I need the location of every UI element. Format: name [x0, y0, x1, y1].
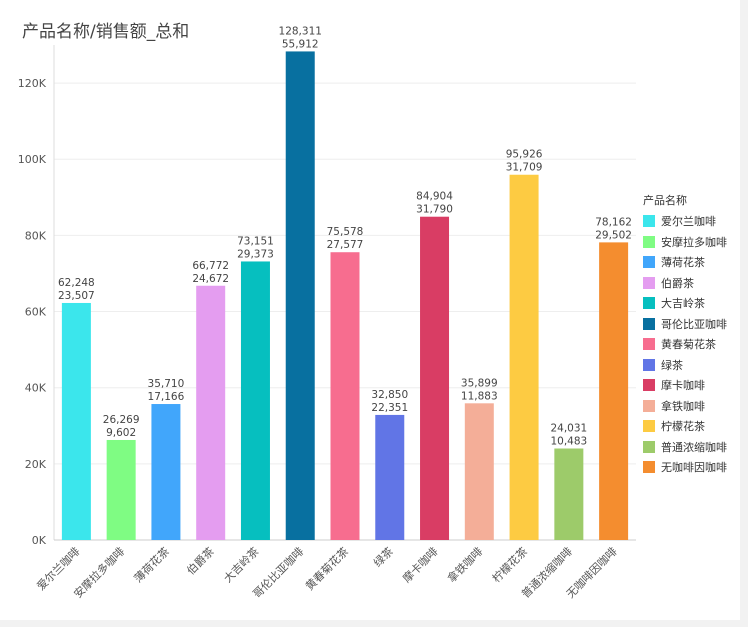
- chart-panel: 产品名称/销售额_总和 0K 20K 40K 60K 80K 100K 120K 62,248…: [0, 0, 740, 620]
- x-tick-label: 绿茶: [370, 544, 395, 569]
- data-label: 62,248: [58, 277, 95, 289]
- bar: [61, 302, 91, 540]
- bar: [285, 51, 315, 541]
- legend-item[interactable]: 无咖啡因咖啡: [643, 457, 727, 478]
- x-tick-label: 大吉岭茶: [221, 544, 262, 585]
- legend-item[interactable]: 爱尔兰咖啡: [643, 211, 727, 232]
- x-tick-label: 爱尔兰咖啡: [34, 544, 83, 593]
- legend-swatch: [643, 256, 655, 269]
- chart-legend: 产品名称 爱尔兰咖啡安摩拉多咖啡 薄荷花茶伯爵茶大吉岭茶哥伦比亚咖啡 黄春菊花茶绿茶…: [643, 192, 727, 478]
- data-label-secondary: 55,912: [282, 38, 319, 50]
- y-tick-label: 120K: [18, 77, 47, 90]
- bar: [375, 414, 405, 540]
- legend-label: 绿茶: [661, 358, 683, 372]
- bar: [464, 403, 494, 540]
- data-label: 35,899: [461, 377, 498, 389]
- legend-swatch: [643, 317, 655, 330]
- legend-item[interactable]: 大吉岭茶: [643, 293, 727, 314]
- legend-item[interactable]: 柠檬花茶: [643, 416, 727, 437]
- bar: [151, 404, 181, 540]
- legend-swatch: [643, 399, 655, 412]
- data-label: 35,710: [148, 378, 185, 390]
- data-label-secondary: 17,166: [148, 391, 185, 403]
- legend-swatch: [643, 440, 655, 453]
- y-tick-label: 0K: [32, 534, 47, 547]
- legend-label: 伯爵茶: [661, 276, 694, 290]
- data-label: 24,031: [550, 422, 587, 434]
- legend-swatch: [643, 338, 655, 351]
- y-tick-label: 40K: [25, 382, 47, 395]
- data-label-secondary: 23,507: [58, 290, 95, 302]
- data-label: 128,311: [279, 25, 322, 37]
- data-label-secondary: 27,577: [327, 239, 364, 251]
- data-label: 84,904: [416, 191, 453, 203]
- legend-swatch: [643, 420, 655, 433]
- legend-title: 产品名称: [643, 194, 687, 207]
- legend-label: 安摩拉多咖啡: [661, 235, 727, 249]
- legend-swatch: [643, 379, 655, 392]
- data-label-secondary: 31,790: [416, 204, 453, 216]
- data-label: 95,926: [506, 149, 543, 161]
- legend-swatch: [643, 358, 655, 371]
- legend-label: 爱尔兰咖啡: [661, 215, 716, 229]
- bar: [599, 242, 629, 540]
- data-label-secondary: 29,373: [237, 248, 274, 260]
- data-label-secondary: 22,351: [371, 402, 408, 414]
- data-label: 78,162: [595, 216, 632, 228]
- bar: [106, 439, 136, 540]
- legend-swatch: [643, 276, 655, 289]
- bar: [240, 261, 270, 540]
- x-tick-label: 摩卡咖啡: [400, 544, 441, 585]
- legend-swatch: [643, 461, 655, 474]
- chart-title: 产品名称/销售额_总和: [22, 22, 190, 42]
- legend-item[interactable]: 普通浓缩咖啡: [643, 437, 727, 458]
- legend-swatch: [643, 215, 655, 228]
- data-label-secondary: 9,602: [106, 427, 136, 439]
- data-label: 73,151: [237, 235, 274, 247]
- legend-label: 柠檬花茶: [661, 420, 705, 434]
- x-tick-label: 薄荷花茶: [131, 544, 172, 585]
- x-tick-label: 拿铁咖啡: [444, 544, 485, 585]
- legend-label: 拿铁咖啡: [661, 399, 705, 413]
- data-label: 32,850: [371, 389, 408, 401]
- x-tick-label: 伯爵茶: [184, 544, 217, 577]
- y-tick-label: 100K: [18, 153, 47, 166]
- data-label-secondary: 10,483: [550, 435, 587, 447]
- y-tick-label: 20K: [25, 458, 47, 471]
- bar: [196, 285, 226, 540]
- legend-swatch: [643, 297, 655, 310]
- data-label-secondary: 31,709: [506, 162, 543, 174]
- legend-item[interactable]: 绿茶: [643, 355, 727, 376]
- data-label-secondary: 11,883: [461, 390, 498, 402]
- y-tick-label: 80K: [25, 229, 47, 242]
- legend-swatch: [643, 235, 655, 248]
- legend-label: 摩卡咖啡: [661, 379, 705, 393]
- legend-item[interactable]: 安摩拉多咖啡: [643, 232, 727, 253]
- bar: [330, 252, 360, 540]
- data-label: 75,578: [327, 226, 364, 238]
- legend-label: 普通浓缩咖啡: [661, 440, 727, 454]
- y-tick-label: 60K: [25, 306, 47, 319]
- legend-label: 黄春菊花茶: [661, 338, 716, 352]
- bar: [554, 448, 584, 540]
- legend-item[interactable]: 伯爵茶: [643, 273, 727, 294]
- x-tick-label: 柠檬花茶: [489, 544, 530, 585]
- legend-item[interactable]: 拿铁咖啡: [643, 396, 727, 417]
- data-label-secondary: 24,672: [192, 273, 229, 285]
- data-label-secondary: 29,502: [595, 229, 632, 241]
- data-label: 66,772: [192, 260, 229, 272]
- data-label: 26,269: [103, 414, 140, 426]
- legend-label: 大吉岭茶: [661, 297, 705, 311]
- legend-label: 无咖啡因咖啡: [661, 461, 727, 475]
- legend-item[interactable]: 摩卡咖啡: [643, 375, 727, 396]
- bar: [420, 216, 450, 541]
- legend-item[interactable]: 薄荷花茶: [643, 252, 727, 273]
- x-tick-label: 黄春菊花茶: [302, 544, 351, 593]
- bar: [509, 174, 539, 541]
- legend-item[interactable]: 哥伦比亚咖啡: [643, 314, 727, 335]
- legend-item[interactable]: 黄春菊花茶: [643, 334, 727, 355]
- legend-label: 薄荷花茶: [661, 256, 705, 270]
- legend-label: 哥伦比亚咖啡: [661, 317, 727, 331]
